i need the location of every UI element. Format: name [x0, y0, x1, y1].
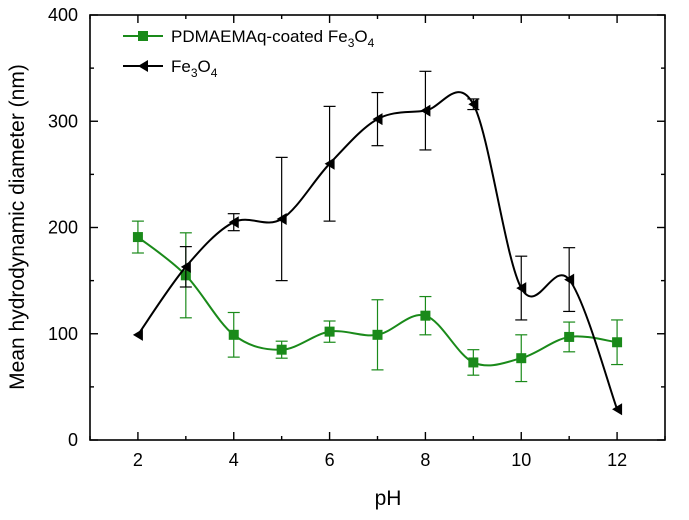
legend-item-coated: PDMAEMAq-coated Fe3O4 [123, 27, 375, 50]
series-line [137, 91, 619, 410]
x-tick-label: 10 [511, 450, 531, 470]
legend-marker-fe3o4 [138, 60, 148, 72]
data-point [180, 260, 191, 273]
data-point [228, 216, 239, 229]
data-point [324, 157, 335, 170]
data-point [372, 329, 383, 340]
data-point [276, 213, 287, 225]
x-tick-label: 2 [133, 450, 143, 470]
data-point [516, 353, 527, 364]
y-tick-label: 300 [48, 111, 78, 131]
data-point [132, 328, 143, 341]
data-point [420, 104, 431, 117]
legend-label-coated: PDMAEMAq-coated Fe3O4 [171, 27, 375, 50]
y-axis-title: Mean hydrodynamic diameter (nm) [6, 64, 29, 390]
data-point [324, 326, 335, 337]
y-tick-label: 200 [48, 218, 78, 238]
legend: PDMAEMAq-coated Fe3O4 Fe3O4 [123, 27, 375, 80]
data-point [276, 344, 287, 355]
plot-frame [89, 14, 666, 441]
data-point [228, 329, 239, 340]
axes: 2 4 6 8 10 12 0 100 200 300 400 [48, 5, 666, 470]
data-point [564, 331, 575, 342]
x-tick-label: 4 [229, 450, 239, 470]
legend-marker-coated [138, 31, 148, 41]
x-tick-label: 8 [420, 450, 430, 470]
y-tick-label: 0 [68, 430, 78, 450]
data-point [468, 98, 479, 111]
data-point [372, 113, 383, 126]
series-coated [131, 220, 624, 383]
x-tick-label: 12 [607, 450, 627, 470]
x-axis-title: pH [375, 487, 402, 510]
y-tick-label: 100 [48, 324, 78, 344]
x-tick-label: 6 [325, 450, 335, 470]
series-fe3o4 [132, 70, 623, 416]
data-point [468, 357, 479, 368]
data-point [132, 232, 143, 243]
legend-label-fe3o4: Fe3O4 [171, 57, 218, 80]
legend-item-fe3o4: Fe3O4 [123, 57, 218, 80]
data-point [516, 282, 527, 295]
data-point [420, 310, 431, 321]
data-point [612, 337, 623, 348]
data-point [564, 273, 575, 286]
y-tick-label: 400 [48, 5, 78, 25]
series-layer [131, 70, 624, 416]
data-point [612, 403, 623, 416]
